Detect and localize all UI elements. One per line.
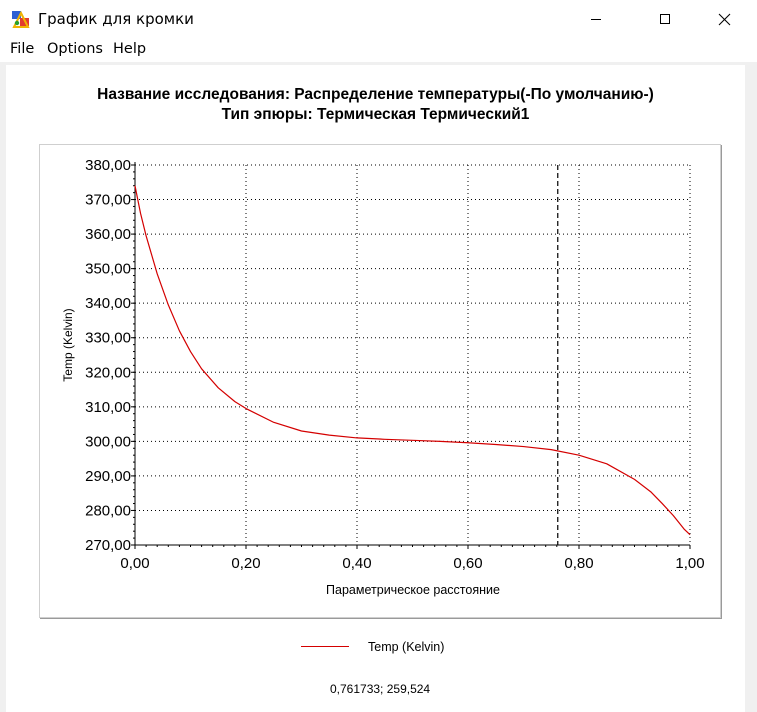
menu-bar: File Options Help (0, 38, 757, 62)
y-tick-label: 280,00 (85, 502, 131, 519)
window-border-left (0, 62, 6, 712)
menu-help[interactable]: Help (113, 41, 147, 57)
x-tick-label: 0,20 (231, 555, 260, 572)
minimize-icon (591, 19, 601, 20)
y-tick-label: 310,00 (85, 399, 131, 416)
y-tick-label: 290,00 (85, 468, 131, 485)
x-axis-label: Параметрическое расстояние (326, 583, 500, 597)
y-tick-label: 330,00 (85, 330, 131, 347)
close-icon (718, 13, 730, 25)
series-layer (134, 185, 691, 536)
cursor-coordinates-readout: 0,761733; 259,524 (330, 682, 431, 696)
y-tick-label: 380,00 (85, 157, 131, 174)
window-border-right (745, 62, 757, 712)
menu-file[interactable]: File (10, 41, 35, 57)
minimize-button[interactable] (573, 0, 619, 38)
app-icon (12, 10, 30, 28)
window-title: График для кромки (38, 10, 194, 28)
close-button[interactable] (701, 0, 747, 38)
y-tick-label: 320,00 (85, 364, 131, 381)
plot-type-title: Тип эпюры: Термическая Термический1 (221, 106, 530, 123)
y-axis-label: Temp (Kelvin) (61, 308, 75, 381)
y-tick-label: 370,00 (85, 192, 131, 209)
study-title: Название исследования: Распределение тем… (97, 86, 654, 103)
legend-label: Temp (Kelvin) (368, 640, 445, 654)
y-tick-label: 360,00 (85, 226, 131, 243)
grid (135, 164, 691, 545)
tick-labels: 0,00 0,20 0,40 0,60 0,80 1,00 270,00 280,00 290,… (85, 157, 704, 572)
x-tick-label: 0,40 (342, 555, 371, 572)
axes (131, 162, 691, 549)
y-tick-label: 300,00 (85, 433, 131, 450)
x-tick-label: 0,60 (453, 555, 482, 572)
menu-options[interactable]: Options (47, 41, 103, 57)
legend-line-swatch (301, 646, 349, 647)
plot-frame (39, 144, 721, 618)
maximize-icon (660, 14, 670, 24)
title-bar[interactable]: График для кромки (0, 0, 757, 38)
series-line-temp (134, 185, 691, 536)
maximize-button[interactable] (642, 0, 688, 38)
y-tick-label: 270,00 (85, 537, 131, 554)
y-tick-label: 350,00 (85, 261, 131, 278)
x-tick-label: 1,00 (675, 555, 704, 572)
y-tick-label: 340,00 (85, 295, 131, 312)
x-tick-label: 0,00 (120, 555, 149, 572)
x-tick-label: 0,80 (564, 555, 593, 572)
